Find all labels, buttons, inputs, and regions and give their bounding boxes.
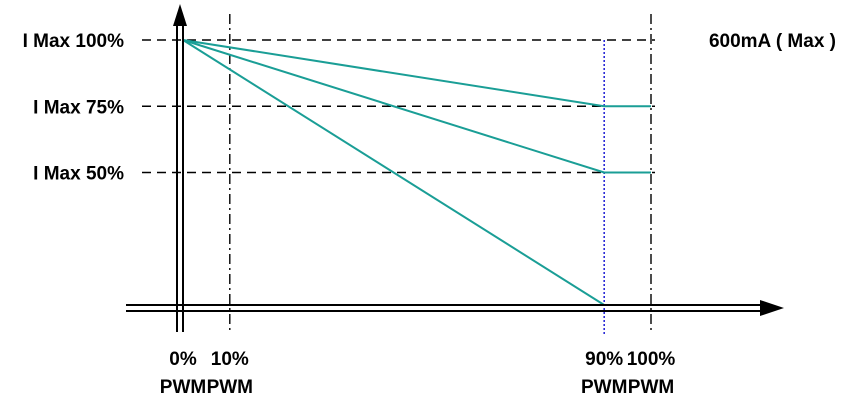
- axes: [126, 4, 784, 332]
- max-current-note: 600mA ( Max ): [709, 31, 836, 52]
- y-tick-label: I Max 50%: [33, 164, 124, 185]
- labels: 600mA ( Max ) I Max 100% I Max 75% I Max 5…: [23, 31, 836, 398]
- y-tick-label: I Max 75%: [33, 97, 124, 118]
- x-tick-label-unit: PWM: [581, 377, 627, 398]
- x-tick-label-unit: PWM: [628, 377, 674, 398]
- y-axis-arrow: [173, 4, 187, 26]
- x-tick-label: 0%: [169, 349, 197, 370]
- y-tick-label: I Max 100%: [23, 31, 124, 52]
- x-tick-label: 10%: [211, 349, 249, 370]
- x-axis-arrow: [760, 300, 784, 316]
- guide-lines: [142, 14, 655, 334]
- x-tick-label-unit: PWM: [207, 377, 253, 398]
- x-tick-label: 90%: [585, 349, 623, 370]
- x-tick-label-unit: PWM: [160, 377, 206, 398]
- series-line: [182, 39, 651, 108]
- series-line: [182, 39, 651, 174]
- x-tick-label: 100%: [627, 349, 676, 370]
